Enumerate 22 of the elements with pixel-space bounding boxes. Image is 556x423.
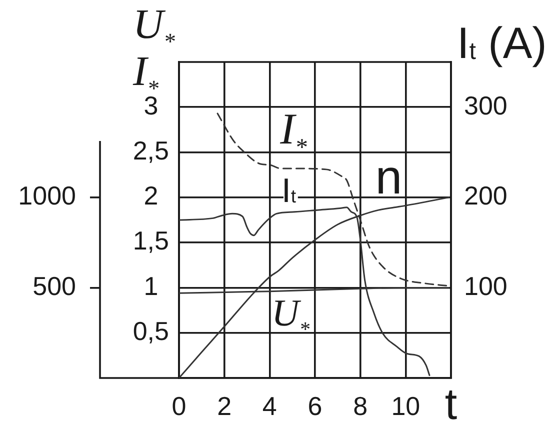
- x-tick-label: 0: [172, 390, 186, 421]
- y3-tick-label: 1000: [18, 180, 76, 211]
- y-tick-label: 1,5: [132, 226, 170, 256]
- x-tick-label: 6: [308, 390, 322, 421]
- y-tick-label: 1: [144, 270, 158, 301]
- y3-tick-label: 500: [32, 270, 76, 301]
- y-tick-label: 2,5: [132, 135, 170, 166]
- y-tick-label: 2: [144, 180, 158, 211]
- y2-tick-label: 300: [464, 90, 508, 120]
- series-label: I*: [279, 104, 308, 161]
- y2-tick-label: 100: [464, 270, 508, 301]
- x-tick-label: 2: [217, 390, 232, 421]
- x-tick-label: 4: [262, 390, 277, 421]
- x-axis-title: t: [444, 380, 458, 423]
- y-tick-label: 0,5: [132, 316, 170, 346]
- x-tick-label: 8: [353, 390, 368, 421]
- series-label: n: [375, 151, 402, 204]
- x-tick-label: 10: [391, 390, 420, 421]
- y2-axis-title: It (A): [457, 19, 547, 68]
- series-label: U*: [272, 292, 310, 341]
- series-label: It: [281, 172, 297, 210]
- y2-tick-label: 200: [464, 180, 508, 211]
